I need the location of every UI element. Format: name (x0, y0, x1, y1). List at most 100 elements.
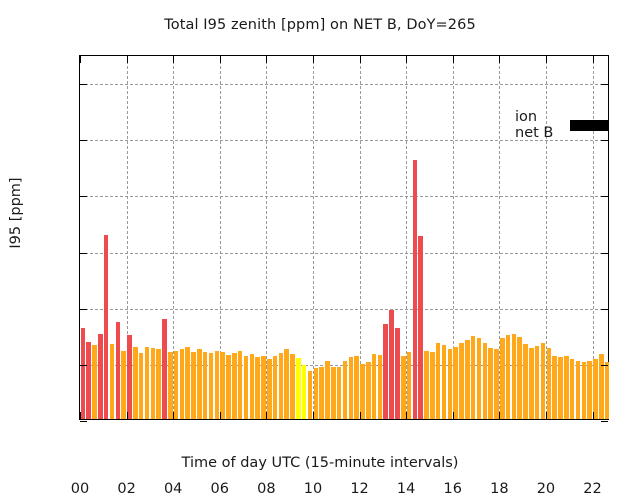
bar (435, 342, 441, 419)
gridline-vertical (499, 56, 501, 419)
bar (366, 361, 371, 419)
y-tick (80, 252, 87, 254)
bar (348, 357, 354, 419)
x-tick (592, 412, 594, 419)
bar (202, 351, 208, 419)
bar-series-ion-net-b (80, 56, 610, 419)
bar (499, 338, 505, 419)
bar (278, 352, 284, 419)
bar (459, 342, 464, 419)
bar (575, 360, 581, 419)
bar (138, 352, 144, 419)
legend: ion net B (515, 109, 608, 141)
bar (377, 355, 383, 419)
bar (255, 357, 260, 419)
x-tick-label: 22 (583, 481, 602, 497)
bar (453, 347, 458, 419)
x-tick (359, 56, 361, 63)
bar (342, 360, 348, 419)
legend-swatch-ion-net-b (569, 119, 608, 131)
x-tick (545, 56, 547, 63)
bar (98, 333, 103, 419)
y-tick (601, 308, 608, 310)
x-tick-label: 00 (70, 481, 90, 497)
x-tick (126, 412, 128, 419)
x-tick (173, 56, 175, 63)
bar (162, 319, 167, 419)
bar (412, 159, 418, 419)
bar (261, 356, 266, 419)
bar (569, 359, 575, 419)
bar (290, 353, 295, 419)
x-tick-label: 08 (257, 481, 276, 497)
x-tick (173, 412, 175, 419)
gridline-horizontal (80, 252, 608, 254)
bar (179, 349, 185, 419)
bar (383, 323, 389, 419)
bar (389, 310, 394, 419)
x-tick (312, 412, 314, 419)
legend-label-ion-net-b: ion net B (515, 109, 554, 141)
bar (476, 338, 482, 419)
y-axis-label: I95 [ppm] (8, 177, 24, 249)
gridline-vertical (266, 56, 268, 419)
x-tick (406, 412, 408, 419)
bar (208, 352, 214, 419)
bar (144, 347, 150, 419)
y-axis-ticks (80, 56, 608, 422)
bar (319, 367, 324, 419)
bar (307, 370, 313, 419)
bar (593, 359, 598, 419)
y-tick (80, 364, 87, 366)
bar (267, 359, 272, 419)
bar (121, 350, 126, 419)
chart-title: Total I95 zenith [ppm] on NET B, DoY=265 (164, 17, 476, 33)
bar (284, 349, 290, 419)
bar (424, 350, 429, 419)
bar (226, 355, 231, 419)
bar (92, 344, 97, 419)
bar (331, 367, 336, 419)
bar (447, 349, 453, 419)
bar (540, 342, 546, 419)
y-tick (601, 140, 608, 142)
bar (494, 349, 499, 419)
bar (552, 356, 557, 419)
x-tick (80, 412, 81, 419)
y-tick (80, 308, 87, 310)
x-tick (499, 56, 501, 63)
x-tick (312, 56, 314, 63)
x-tick (266, 412, 268, 419)
gridline-vertical (452, 56, 454, 419)
bar (313, 368, 319, 419)
x-tick (219, 412, 221, 419)
bar (80, 328, 86, 419)
bar (103, 234, 109, 419)
x-axis-ticks (80, 56, 608, 419)
bar (336, 367, 342, 419)
bar (360, 363, 365, 419)
y-tick (80, 84, 87, 86)
bar (581, 361, 587, 419)
gridline-vertical (359, 56, 361, 419)
x-tick-label: 06 (210, 481, 229, 497)
x-tick (545, 412, 547, 419)
bar (523, 343, 528, 419)
y-tick (601, 84, 608, 86)
x-tick (126, 56, 128, 63)
x-tick-label: 02 (117, 481, 136, 497)
bar (243, 356, 249, 419)
x-tick (406, 56, 408, 63)
bar (156, 349, 161, 419)
y-tick (601, 196, 608, 198)
bar (249, 353, 255, 419)
bar (173, 350, 179, 419)
bar (109, 343, 115, 419)
bar (115, 322, 121, 419)
x-tick-label: 12 (350, 481, 369, 497)
bar (418, 235, 423, 419)
bar (301, 365, 307, 419)
bar (470, 335, 476, 419)
bar (534, 346, 540, 419)
x-tick (359, 412, 361, 419)
